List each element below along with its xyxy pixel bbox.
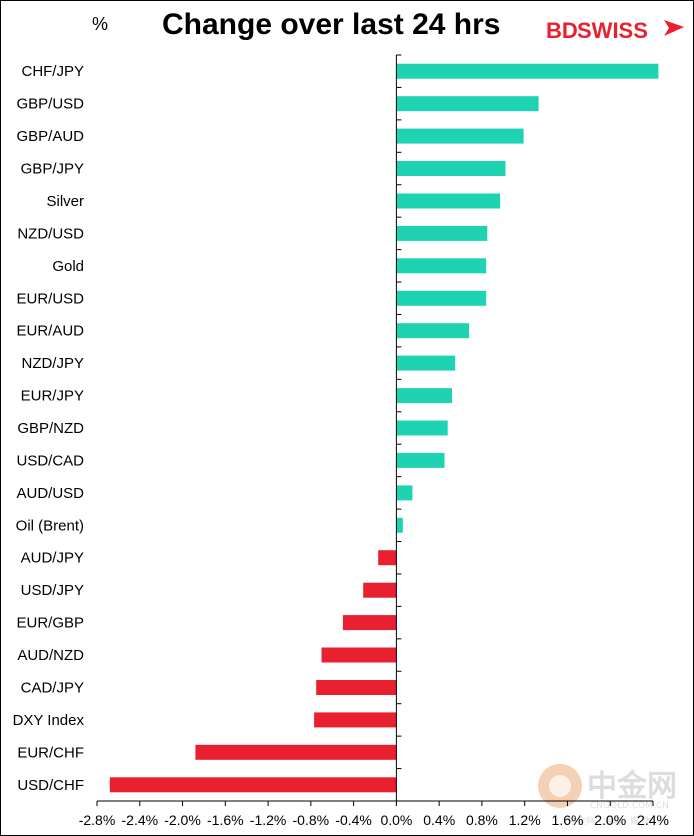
- x-tick-label: 1.6%: [552, 812, 584, 828]
- category-label: AUD/USD: [16, 485, 84, 502]
- x-tick-label: -1.2%: [250, 812, 287, 828]
- category-label: EUR/CHF: [17, 744, 84, 761]
- category-label: CHF/JPY: [21, 63, 84, 80]
- category-label: GBP/JPY: [21, 161, 84, 178]
- x-tick-label: -0.4%: [335, 812, 372, 828]
- logo-arrow-icon: [664, 20, 684, 36]
- bar-gbp-aud: [396, 128, 524, 144]
- bar-eur-jpy: [396, 388, 452, 404]
- bar-usd-cad: [396, 452, 445, 468]
- bar-eur-aud: [396, 323, 470, 339]
- bar-aud-usd: [396, 485, 413, 501]
- category-label: Gold: [52, 258, 84, 275]
- category-label: GBP/AUD: [16, 128, 84, 145]
- x-tick-label: -2.0%: [164, 812, 201, 828]
- category-label: GBP/NZD: [17, 420, 84, 437]
- axes-group: [96, 54, 654, 806]
- x-tick-label: -0.8%: [293, 812, 330, 828]
- watermark-text: 中金网: [587, 769, 677, 804]
- x-tick-label: -2.8%: [79, 812, 116, 828]
- category-label: CAD/JPY: [21, 680, 84, 697]
- unit-label: %: [92, 14, 108, 34]
- category-label: GBP/USD: [16, 96, 84, 113]
- watermark-url: CNGOLD.COM.CN: [590, 801, 669, 811]
- x-tick-labels: -2.8% -2.4% -2.0% -1.6% -1.2% -0.8% -0.4% 0.0% 0…: [79, 812, 669, 828]
- watermark-subtitle: 中金网 · 金融 · 媒 体: [568, 815, 651, 827]
- category-label: Silver: [46, 193, 84, 210]
- category-label: USD/CAD: [16, 452, 84, 469]
- category-label: NZD/USD: [17, 225, 84, 242]
- category-label: USD/JPY: [21, 582, 84, 599]
- bar-eur-chf: [195, 744, 397, 760]
- bar-nzd-usd: [396, 225, 488, 241]
- bar-eur-gbp: [342, 615, 397, 631]
- bar-usd-jpy: [363, 582, 397, 598]
- category-label: EUR/USD: [16, 290, 84, 307]
- category-label: AUD/NZD: [17, 647, 84, 664]
- bar-silver: [396, 193, 501, 209]
- watermark: 中金网 CNGOLD.COM.CN 中金网 · 金融 · 媒 体: [538, 764, 677, 827]
- category-label: EUR/AUD: [16, 323, 84, 340]
- bar-gbp-usd: [396, 96, 539, 112]
- category-label: USD/CHF: [17, 777, 84, 794]
- bar-gbp-nzd: [396, 420, 448, 436]
- category-label: Oil (Brent): [16, 517, 84, 534]
- bar-chf-jpy: [396, 63, 659, 79]
- bar-nzd-jpy: [396, 355, 456, 371]
- x-tick-label: -1.6%: [207, 812, 244, 828]
- x-tick-label: 0.0%: [380, 812, 412, 828]
- category-label: NZD/JPY: [21, 355, 84, 372]
- x-tick-label: -2.4%: [122, 812, 159, 828]
- bar-aud-nzd: [321, 647, 397, 663]
- chart-title: Change over last 24 hrs: [162, 8, 500, 41]
- category-label: DXY Index: [13, 712, 85, 729]
- logo-text-bd: BD: [546, 18, 578, 43]
- logo-text-swiss: SWISS: [577, 18, 648, 43]
- bar-usd-chf: [109, 777, 397, 793]
- bar-cad-jpy: [316, 680, 397, 695]
- bar-dxy-index: [314, 712, 397, 728]
- bar-aud-jpy: [378, 550, 397, 566]
- category-labels: CHF/JPY GBP/USD GBP/AUD GBP/JPY Silver NZD/US…: [13, 63, 85, 794]
- x-tick-label: 1.2%: [509, 812, 541, 828]
- category-label: EUR/GBP: [16, 615, 84, 632]
- bar-gbp-jpy: [396, 161, 506, 176]
- bar-eur-usd: [396, 290, 487, 306]
- x-tick-label: 0.8%: [466, 812, 498, 828]
- bdswiss-logo: BD SWISS: [546, 18, 684, 43]
- x-tick-label: 2.4%: [637, 812, 669, 828]
- bar-oil-brent: [396, 517, 403, 533]
- x-tick-label: 0.4%: [423, 812, 455, 828]
- watermark-logo-inner-icon: [549, 775, 571, 797]
- category-label: AUD/JPY: [21, 550, 84, 567]
- bar-gold: [396, 258, 487, 274]
- bars-group: [109, 63, 659, 793]
- category-label: EUR/JPY: [21, 388, 84, 405]
- x-tick-label: 2.0%: [594, 812, 626, 828]
